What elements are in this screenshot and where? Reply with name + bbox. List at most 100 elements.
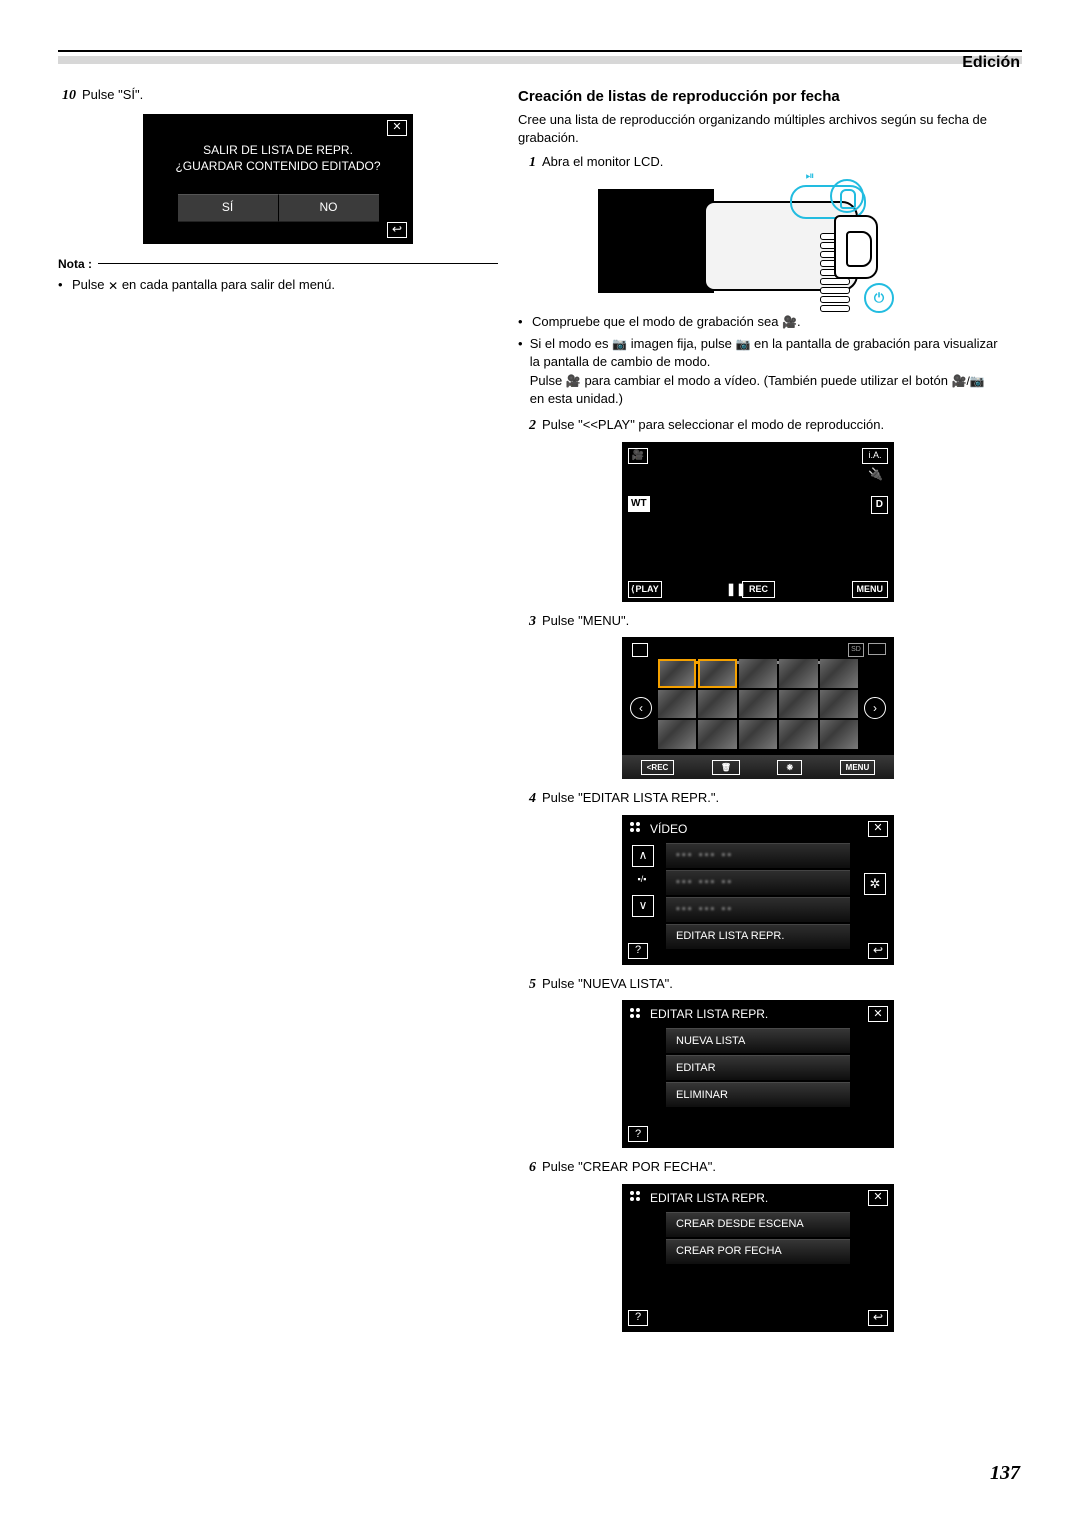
- menu-item-new-list[interactable]: NUEVA LISTA: [666, 1028, 850, 1053]
- finger-icon: [830, 179, 864, 213]
- gear-icon[interactable]: ✲: [864, 873, 886, 895]
- thumbnail[interactable]: [779, 659, 817, 688]
- no-button[interactable]: NO: [279, 194, 379, 222]
- step-text: Abra el monitor LCD.: [542, 153, 663, 171]
- menu-items: CREAR DESDE ESCENA CREAR POR FECHA: [666, 1212, 850, 1266]
- back-icon[interactable]: ↩: [868, 943, 888, 959]
- people-icon: [628, 822, 644, 836]
- settings-icon[interactable]: ❋: [777, 760, 802, 775]
- menu-item-edit-playlist[interactable]: EDITAR LISTA REPR.: [666, 924, 850, 949]
- close-icon[interactable]: ✕: [387, 120, 407, 136]
- step-text: Pulse "MENU".: [542, 612, 629, 630]
- back-icon[interactable]: ↩: [868, 1310, 888, 1326]
- thumbnail[interactable]: [658, 659, 696, 688]
- rec-button[interactable]: <REC: [641, 760, 675, 775]
- menu-item[interactable]: ▪▪▪ ▪▪▪ ▪▪: [666, 897, 850, 922]
- note-separator: Nota :: [58, 256, 498, 273]
- menu-item-create-by-date[interactable]: CREAR POR FECHA: [666, 1239, 850, 1264]
- prev-page-button[interactable]: ‹: [630, 697, 652, 719]
- ia-badge: i.A.: [862, 448, 888, 464]
- thumbnail[interactable]: [739, 690, 777, 719]
- yes-button[interactable]: SÍ: [178, 194, 279, 222]
- t: Compruebe que el modo de grabación sea: [532, 314, 782, 329]
- video-menu-screen: VÍDEO ✕ ∧ ▪/▪ ∨ ✲ ? ↩ ▪▪▪ ▪▪▪ ▪▪ ▪▪▪ ▪▪▪…: [622, 815, 894, 965]
- t: .: [797, 314, 801, 329]
- next-page-button[interactable]: ›: [864, 697, 886, 719]
- note-line: [98, 263, 498, 264]
- mode-toggle-icon: 🎥/📷: [952, 373, 985, 390]
- help-icon[interactable]: ?: [628, 943, 648, 959]
- thumbnail-screen: SD ‹ ›: [622, 637, 894, 779]
- thumbnail[interactable]: [739, 720, 777, 749]
- close-icon[interactable]: ✕: [868, 1190, 888, 1206]
- bullet-icon: •: [518, 335, 524, 353]
- thumbnail[interactable]: [820, 659, 858, 688]
- battery-icon: [868, 643, 886, 655]
- menu-item-create-from-scene[interactable]: CREAR DESDE ESCENA: [666, 1212, 850, 1237]
- step-text: Pulse "SÍ".: [82, 86, 143, 104]
- video-mode-icon: 🎥: [782, 314, 797, 331]
- confirm-dialog: ✕ SALIR DE LISTA DE REPR. ¿GUARDAR CONTE…: [143, 114, 413, 244]
- up-button[interactable]: ∧: [632, 845, 654, 867]
- step-4: 4 Pulse "EDITAR LISTA REPR.".: [518, 789, 998, 809]
- thumbnail[interactable]: [820, 720, 858, 749]
- menu-item-delete[interactable]: ELIMINAR: [666, 1082, 850, 1107]
- edit-playlist-menu: EDITAR LISTA REPR. ✕ ? NUEVA LISTA EDITA…: [622, 1000, 894, 1148]
- note-post: en cada pantalla para salir del menú.: [118, 277, 335, 292]
- photo-mode-icon: 📷: [612, 336, 627, 353]
- page: Edición 10 Pulse "SÍ". ✕ SALIR DE LISTA …: [0, 0, 1080, 1527]
- play-button[interactable]: ⟨PLAY: [628, 581, 662, 598]
- help-icon[interactable]: ?: [628, 1310, 648, 1326]
- step-1: 1 Abra el monitor LCD.: [518, 153, 998, 173]
- down-button[interactable]: ∨: [632, 895, 654, 917]
- help-icon[interactable]: ?: [628, 1126, 648, 1142]
- note-pre: Pulse: [72, 277, 108, 292]
- step-6: 6 Pulse "CREAR POR FECHA".: [518, 1158, 998, 1178]
- thumbnail[interactable]: [658, 690, 696, 719]
- thumbnail[interactable]: [698, 720, 736, 749]
- right-column: Creación de listas de reproducción por f…: [518, 86, 998, 1342]
- thumbnail[interactable]: [739, 659, 777, 688]
- t: Si el modo es: [530, 336, 612, 351]
- content-columns: 10 Pulse "SÍ". ✕ SALIR DE LISTA DE REPR.…: [58, 86, 1022, 1342]
- intro-text: Cree una lista de reproducción organizan…: [518, 111, 998, 147]
- back-icon[interactable]: ↩: [387, 222, 407, 238]
- menu-item[interactable]: ▪▪▪ ▪▪▪ ▪▪: [666, 870, 850, 895]
- thumbnail[interactable]: [779, 690, 817, 719]
- header-rule: [58, 50, 1022, 52]
- photo-mode-icon: 📷: [735, 336, 750, 353]
- trash-icon[interactable]: 🗑: [712, 760, 740, 775]
- thumbnail[interactable]: [698, 659, 736, 688]
- sd-icon: SD: [848, 643, 864, 657]
- step-text: Pulse "NUEVA LISTA".: [542, 975, 673, 993]
- video-icon: [632, 643, 648, 657]
- step-number: 6: [518, 1158, 536, 1178]
- d-indicator: D: [871, 496, 888, 514]
- lcd-screen: [598, 189, 714, 293]
- menu-title: EDITAR LISTA REPR.: [650, 1006, 768, 1023]
- rec-button[interactable]: REC: [742, 581, 775, 598]
- s1-bullet2: • Si el modo es 📷 imagen fija, pulse 📷 e…: [518, 335, 998, 408]
- step-3: 3 Pulse "MENU".: [518, 612, 998, 632]
- bottom-toolbar: <REC 🗑 ❋ MENU: [622, 755, 894, 779]
- close-icon[interactable]: ✕: [868, 821, 888, 837]
- menu-item-edit[interactable]: EDITAR: [666, 1055, 850, 1080]
- video-icon: 🎥: [628, 448, 648, 464]
- bullet-icon: •: [58, 276, 66, 294]
- camera-lens: [834, 215, 878, 279]
- menu-button[interactable]: MENU: [852, 581, 889, 598]
- close-icon[interactable]: ✕: [868, 1006, 888, 1022]
- thumbnail[interactable]: [658, 720, 696, 749]
- thumbnail[interactable]: [820, 690, 858, 719]
- bullet-text: Si el modo es 📷 imagen fija, pulse 📷 en …: [530, 335, 998, 408]
- create-by-date-menu: EDITAR LISTA REPR. ✕ ? ↩ CREAR DESDE ESC…: [622, 1184, 894, 1332]
- step-number: 4: [518, 789, 536, 809]
- thumbnail[interactable]: [779, 720, 817, 749]
- t: para cambiar el modo a vídeo. (También p…: [581, 373, 952, 388]
- thumbnail[interactable]: [698, 690, 736, 719]
- play-label: PLAY: [636, 583, 659, 596]
- menu-header: EDITAR LISTA REPR.: [622, 1184, 894, 1209]
- section-header: Edición: [962, 52, 1020, 74]
- menu-button[interactable]: MENU: [840, 760, 876, 775]
- menu-item[interactable]: ▪▪▪ ▪▪▪ ▪▪: [666, 843, 850, 868]
